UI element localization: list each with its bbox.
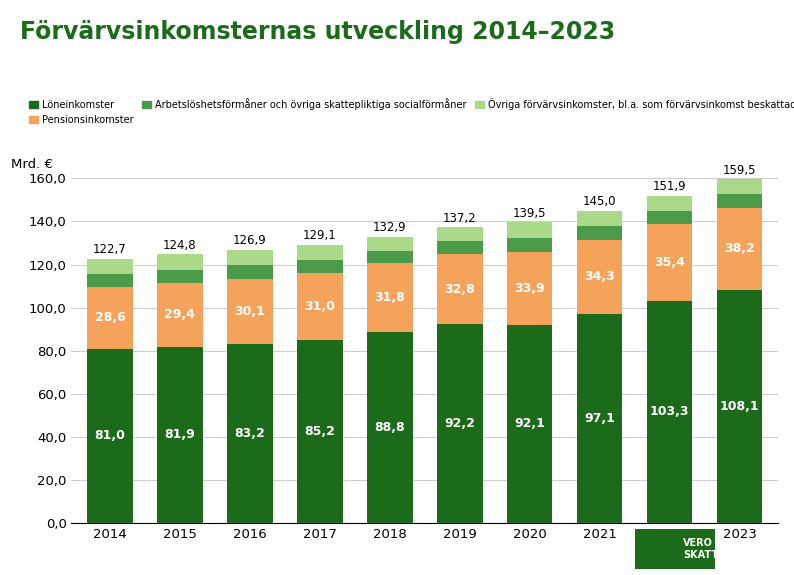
Bar [367,251,413,263]
Text: 124,8: 124,8 [163,239,197,252]
Bar [577,226,622,240]
Text: 92,2: 92,2 [445,417,476,430]
Bar [437,228,483,242]
Bar [367,237,413,251]
Bar [297,339,342,523]
Text: Förvärvsinkomsternas utveckling 2014–2023: Förvärvsinkomsternas utveckling 2014–202… [20,20,615,44]
Text: 29,4: 29,4 [164,308,195,321]
Bar [227,250,272,265]
Bar [157,254,202,270]
Text: VERO
SKATT: VERO SKATT [683,538,718,560]
Bar [227,279,272,344]
Bar [87,287,133,348]
Text: 139,5: 139,5 [513,207,546,220]
Bar [437,254,483,324]
Bar [87,348,133,523]
Bar [577,240,622,314]
Bar [157,270,202,283]
Bar [717,208,762,290]
Text: 137,2: 137,2 [443,212,476,225]
Text: 38,2: 38,2 [724,243,755,255]
Bar [437,242,483,254]
Bar [717,194,762,208]
Text: 122,7: 122,7 [93,243,127,256]
Bar [577,210,622,226]
Bar [227,344,272,523]
Bar [647,224,692,301]
Bar [87,259,133,274]
Bar [157,283,202,347]
Bar [227,265,272,279]
Text: 31,8: 31,8 [375,291,405,304]
Text: Mrd. €: Mrd. € [11,158,53,171]
Bar [717,179,762,194]
Bar [577,314,622,523]
Text: 30,1: 30,1 [234,305,265,318]
Bar [647,211,692,224]
Text: 31,0: 31,0 [304,300,335,313]
Text: 92,1: 92,1 [515,417,545,431]
Bar [507,252,553,325]
Text: 33,9: 33,9 [515,282,545,294]
Text: 81,0: 81,0 [94,430,125,442]
Text: 97,1: 97,1 [584,412,615,425]
Text: 83,2: 83,2 [234,427,265,440]
Text: 28,6: 28,6 [94,311,125,324]
Legend: Löneinkomster, Pensionsinkomster, Arbetslöshetsförmåner och övriga skattepliktig: Löneinkomster, Pensionsinkomster, Arbets… [25,94,794,129]
Text: 151,9: 151,9 [653,180,687,193]
Bar [157,347,202,523]
Text: 103,3: 103,3 [650,405,689,419]
Text: 126,9: 126,9 [233,234,267,247]
Text: 145,0: 145,0 [583,195,616,208]
Bar [647,301,692,523]
Bar [507,238,553,252]
Bar [717,290,762,523]
Text: 35,4: 35,4 [654,256,685,269]
Text: 85,2: 85,2 [304,425,335,438]
Text: 32,8: 32,8 [445,282,475,296]
Bar [437,324,483,523]
Text: 108,1: 108,1 [720,400,759,413]
Bar [297,260,342,273]
Text: 88,8: 88,8 [375,421,405,434]
Bar [647,196,692,211]
Bar [367,332,413,523]
Bar [297,273,342,339]
Text: 34,3: 34,3 [584,270,615,283]
Bar [507,223,553,238]
Text: 81,9: 81,9 [164,428,195,442]
Bar [367,263,413,332]
Bar [87,274,133,287]
Bar [507,325,553,523]
Text: 132,9: 132,9 [373,221,407,234]
Text: 129,1: 129,1 [303,229,337,242]
Text: 159,5: 159,5 [723,164,757,177]
Bar [297,245,342,260]
